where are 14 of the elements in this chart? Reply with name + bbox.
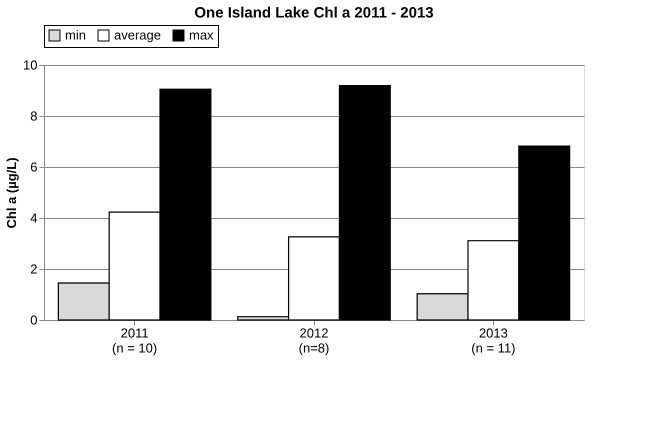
y-tick-label: 2	[30, 262, 38, 276]
y-tick-label: 8	[30, 108, 38, 124]
x-tick-label: 2011 (n = 10)	[112, 326, 158, 356]
legend-label: min	[65, 28, 86, 43]
legend-label: average	[114, 28, 161, 43]
y-tick-label: 6	[30, 160, 38, 174]
legend-label: max	[189, 28, 214, 43]
y-tick-label: 0	[30, 312, 38, 328]
x-tick-label: 2013 (n = 11)	[471, 326, 516, 356]
y-tick-label: 4	[30, 210, 38, 226]
y-axis-title: Chl a (µg/L)	[4, 157, 20, 229]
x-tick-label: 2012 (n=8)	[298, 326, 330, 356]
y-tick-label: 10	[23, 58, 38, 72]
chart-title: One Island Lake Chl a 2011 - 2013	[194, 4, 434, 22]
